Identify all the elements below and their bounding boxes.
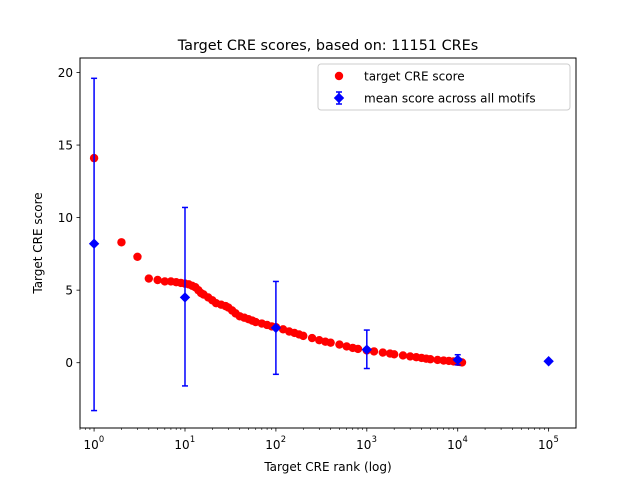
score-point <box>433 355 442 365</box>
x-tick-exponent: 2 <box>281 434 286 444</box>
x-tick-label: 10 <box>83 438 98 452</box>
legend: target CRE score mean score across all mo… <box>317 63 571 111</box>
mean-point <box>88 238 100 249</box>
score-point <box>153 275 162 285</box>
score-point <box>299 331 308 341</box>
x-tick-exponent: 4 <box>463 434 468 444</box>
score-point <box>117 238 126 247</box>
y-tick-label: 0 <box>65 356 73 370</box>
score-point <box>307 333 317 343</box>
x-tick-label: 10 <box>265 438 280 452</box>
plot-area <box>88 77 554 412</box>
score-point <box>389 350 399 359</box>
score-point <box>353 344 363 354</box>
score-point <box>405 352 415 361</box>
x-tick-exponent: 3 <box>372 434 377 444</box>
score-point <box>144 274 154 283</box>
mean-point <box>179 292 191 303</box>
x-tick-exponent: 0 <box>99 434 104 444</box>
score-point <box>133 252 142 261</box>
score-point <box>398 351 408 360</box>
legend-label: target CRE score <box>364 69 465 83</box>
score-point <box>378 348 388 357</box>
plot-frame <box>79 57 577 429</box>
x-tick-label: 10 <box>447 438 462 452</box>
x-tick-label: 10 <box>174 438 189 452</box>
score-point <box>335 340 344 349</box>
y-tick-label: 20 <box>58 66 73 80</box>
legend-marker-circle <box>334 71 344 81</box>
score-point <box>160 277 170 286</box>
mean-point <box>452 354 463 366</box>
y-axis-label: Target CRE score <box>31 192 45 294</box>
score-point <box>426 355 435 364</box>
legend-marker-diamond <box>333 92 345 104</box>
x-tick-exponent: 5 <box>553 434 558 444</box>
y-tick-label: 15 <box>58 138 73 152</box>
mean-point <box>270 322 282 334</box>
x-tick-exponent: 1 <box>190 434 195 444</box>
legend-label: mean score across all motifs <box>364 91 536 105</box>
y-tick-label: 10 <box>58 211 73 225</box>
score-point <box>326 338 335 347</box>
x-tick-label: 10 <box>356 438 371 452</box>
legend-frame <box>317 63 571 111</box>
mean-point <box>543 356 554 367</box>
y-tick-label: 5 <box>65 283 73 297</box>
score-point <box>369 347 379 356</box>
x-tick-label: 10 <box>538 438 553 452</box>
mean-point <box>361 344 373 355</box>
chart-title: Target CRE scores, based on: 11151 CREs <box>177 38 478 54</box>
x-axis-label: Target CRE rank (log) <box>263 460 391 474</box>
